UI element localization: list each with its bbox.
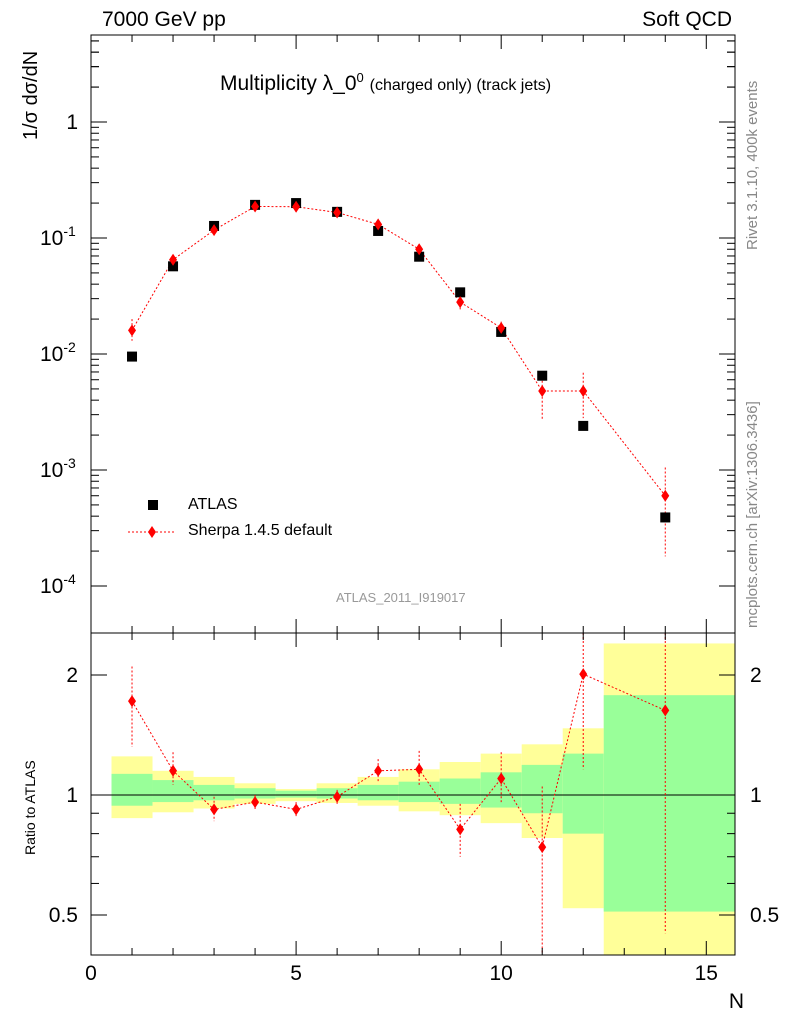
ratio-uncertainty-bands	[111, 643, 735, 955]
atlas-point	[660, 512, 671, 523]
atlas-point	[537, 370, 548, 381]
ratio-sherpa-point	[579, 668, 588, 681]
y-tick-label-ratio-left: 0.5	[49, 904, 78, 927]
ratio-sherpa-point	[538, 841, 547, 854]
sherpa-point	[374, 218, 383, 231]
y-tick-label-main: 10-2	[40, 339, 76, 366]
ratio-sherpa-point	[251, 796, 260, 809]
atlas-point	[127, 351, 138, 362]
chart-title-sup: 0	[356, 70, 364, 85]
ratio-green-band	[521, 764, 563, 814]
atlas-point	[373, 225, 384, 236]
y-tick-label-main: 1	[66, 111, 78, 134]
y-tick-label-ratio-right: 2	[750, 664, 762, 687]
atlas-point	[414, 251, 425, 262]
ratio-green-band	[111, 773, 153, 806]
y-tick-label-exponent: -2	[63, 339, 76, 355]
y-tick-label-ratio-left: 2	[66, 664, 78, 687]
x-tick-label: 15	[695, 962, 718, 985]
ratio-sherpa-point	[333, 790, 342, 803]
y-tick-label-main: 10-1	[40, 223, 76, 250]
x-tick-label: 0	[85, 962, 97, 985]
atlas-point	[168, 261, 179, 272]
y-tick-label-base: 10	[40, 575, 63, 598]
atlas-point	[578, 420, 589, 431]
ratio-sherpa-point	[128, 695, 137, 708]
sherpa-line	[131, 205, 666, 497]
y-tick-label-exponent: -4	[63, 571, 76, 587]
ratio-sherpa-point	[292, 803, 301, 816]
legend-markers	[128, 500, 176, 538]
ratio-plot-frame	[90, 632, 736, 956]
ratio-sherpa-point	[415, 763, 424, 776]
ratio-green-band	[234, 788, 276, 799]
sherpa-point	[538, 384, 547, 397]
main-plot-series	[127, 198, 671, 557]
legend-sherpa-label: Sherpa 1.4.5 default	[188, 522, 333, 539]
process-label: Soft QCD	[642, 8, 732, 31]
ratio-green-band	[357, 784, 399, 801]
y-tick-label-exponent: -3	[63, 455, 76, 471]
sherpa-point	[456, 296, 465, 309]
x-axis-label: N	[728, 990, 744, 1013]
sherpa-point	[128, 324, 137, 337]
y-tick-label-exponent: -1	[63, 223, 76, 239]
sherpa-point	[169, 253, 178, 266]
y-tick-label-base: 10	[40, 459, 63, 482]
sherpa-point	[579, 384, 588, 397]
ratio-sherpa-point	[456, 823, 465, 836]
sherpa-point	[292, 200, 301, 213]
collision-energy-label: 7000 GeV pp	[102, 8, 226, 31]
atlas-point	[455, 287, 466, 298]
ratio-green-band	[275, 790, 317, 798]
x-tick-label: 5	[290, 962, 302, 985]
chart-title-suffix: (charged only) (track jets)	[369, 77, 552, 94]
legend-atlas-marker	[148, 500, 158, 510]
ratio-green-band	[193, 784, 235, 801]
y-tick-label-base: 10	[40, 343, 63, 366]
chart-title: Multiplicity λ_00 (charged only) (track …	[220, 70, 551, 96]
ratio-green-band	[152, 780, 194, 803]
ratio-green-band	[398, 781, 440, 803]
ratio-plot-series	[128, 633, 670, 954]
sherpa-point	[251, 200, 260, 213]
sherpa-point	[497, 321, 506, 334]
sherpa-point	[333, 206, 342, 219]
main-plot-frame	[90, 34, 736, 634]
ratio-sherpa-point	[210, 803, 219, 816]
axes-frames	[90, 34, 736, 956]
analysis-watermark: ATLAS_2011_I919017	[336, 590, 466, 605]
y-tick-label-main: 10-3	[40, 455, 76, 482]
y-tick-label-base: 10	[40, 227, 63, 250]
ratio-green-band	[439, 778, 481, 804]
y-tick-label-main: 10-4	[40, 571, 76, 598]
sherpa-point	[661, 489, 670, 502]
sherpa-point	[210, 224, 219, 237]
y-tick-label-ratio-right: 0.5	[750, 904, 779, 927]
sherpa-point	[415, 243, 424, 256]
y-tick-label-ratio-right: 1	[750, 784, 762, 807]
legend-atlas-label: ATLAS	[188, 496, 238, 513]
y-tick-label-ratio-left: 1	[66, 784, 78, 807]
legend-sherpa-marker	[148, 526, 156, 538]
x-tick-label: 10	[490, 962, 513, 985]
chart-title-main: Multiplicity λ_0	[220, 72, 357, 95]
ratio-sherpa-point	[374, 764, 383, 777]
ratio-green-band	[603, 695, 735, 912]
ratio-sherpa-point	[497, 772, 506, 785]
ratio-sherpa-point	[169, 764, 178, 777]
ratio-sherpa-point	[661, 704, 670, 717]
